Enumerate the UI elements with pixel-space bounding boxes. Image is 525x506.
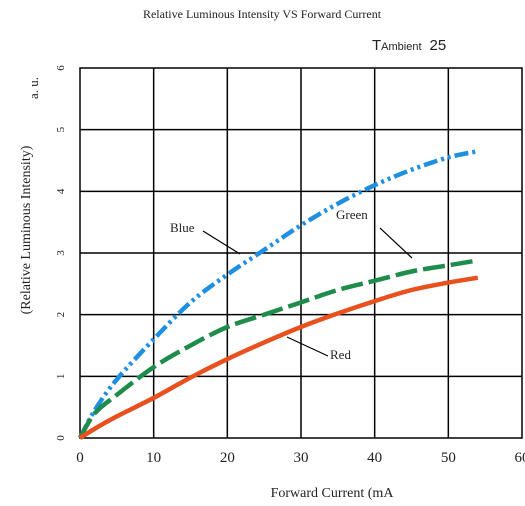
annotation-label-red: Red — [330, 347, 351, 362]
annotations-layer: Blue Green Red — [170, 207, 413, 362]
x-tick-label: 0 — [76, 450, 84, 466]
x-tick-label: 50 — [441, 450, 456, 466]
y-tick-label: 1 — [55, 374, 67, 380]
y-tick-labels: 0 1 2 3 4 5 6 — [55, 65, 67, 441]
y-tick-label: 4 — [55, 188, 67, 194]
grid — [80, 68, 522, 438]
y-tick-label: 5 — [55, 126, 67, 132]
x-tick-label: 20 — [220, 450, 235, 466]
annotation-leader-green — [379, 227, 413, 259]
annotation-leader-blue — [202, 230, 241, 255]
series-line-green — [78, 258, 479, 440]
ambient-temperature-label: TAmbient 25 — [372, 37, 446, 54]
y-tick-label: 3 — [55, 250, 67, 256]
annotation-label-green: Green — [336, 207, 368, 222]
x-tick-label: 40 — [367, 450, 382, 466]
x-tick-label: 60 — [515, 450, 525, 466]
annotation-label-blue: Blue — [170, 220, 195, 235]
series-layer — [78, 149, 479, 440]
series-line-blue — [78, 149, 479, 440]
y-axis-unit: a. u. — [26, 77, 41, 99]
y-axis-label: (Relative Luminous Intensity) — [19, 145, 34, 314]
y-tick-label: 0 — [55, 435, 67, 441]
chart-title: Relative Luminous Intensity VS Forward C… — [143, 7, 382, 21]
x-tick-labels: 0 10 20 30 40 50 60 — [76, 450, 525, 466]
x-tick-label: 10 — [146, 450, 161, 466]
x-tick-label: 30 — [294, 450, 309, 466]
y-tick-label: 2 — [55, 312, 67, 318]
series-line-red — [78, 275, 479, 440]
x-axis-label: Forward Current (mA — [271, 486, 395, 501]
y-tick-label: 6 — [55, 65, 67, 71]
annotation-leader-red — [286, 336, 329, 357]
